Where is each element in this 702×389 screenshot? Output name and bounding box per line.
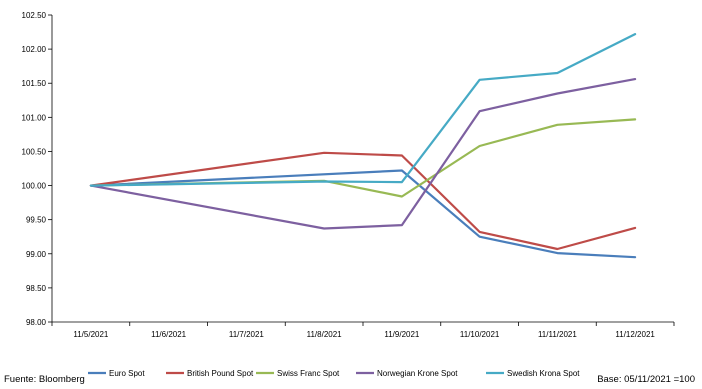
y-tick-label: 100.00 (22, 182, 47, 191)
x-tick-label: 11/7/2021 (229, 330, 265, 339)
legend-item-british-pound-spot: British Pound Spot (166, 369, 254, 378)
x-axis-tick-labels: 11/5/2021 11/6/2021 11/7/2021 11/8/2021 11/9… (73, 330, 655, 339)
y-tick-label: 102.00 (22, 45, 47, 54)
x-tick-label: 11/9/2021 (384, 330, 420, 339)
y-tick-label: 101.50 (22, 79, 47, 88)
x-tick-label: 11/10/2021 (460, 330, 500, 339)
y-axis-tick-labels: 98.00 98.50 99.00 99.50 100.00 100.50 101.00 10… (22, 11, 47, 327)
series-lines (89, 32, 637, 259)
series-line-swedish-krona-spot (89, 32, 637, 187)
legend-item-swiss-franc-spot: Swiss Franc Spot (256, 369, 340, 378)
x-tick-label: 11/11/2021 (538, 330, 577, 339)
legend-item-norwegian-krone-spot: Norwegian Krone Spot (356, 369, 458, 378)
chart-axes (48, 14, 675, 326)
base-note: Base: 05/11/2021 =100 (597, 374, 695, 385)
x-tick-label: 11/12/2021 (615, 330, 655, 339)
y-tick-label: 99.50 (26, 216, 47, 225)
legend-item-euro-spot: Euro Spot (88, 369, 145, 378)
y-tick-label: 102.50 (22, 11, 47, 20)
legend-label: Swiss Franc Spot (277, 369, 340, 378)
x-tick-label: 11/5/2021 (73, 330, 109, 339)
source-note: Fuente: Bloomberg (4, 374, 85, 385)
y-tick-label: 100.50 (22, 147, 47, 156)
y-tick-label: 101.00 (22, 113, 47, 122)
legend-item-swedish-krona-spot: Swedish Krona Spot (486, 369, 580, 378)
legend-label: British Pound Spot (187, 369, 254, 378)
x-tick-label: 11/6/2021 (151, 330, 187, 339)
series-line-norwegian-krone-spot (89, 77, 637, 230)
y-tick-label: 98.00 (26, 318, 47, 327)
legend-label: Swedish Krona Spot (507, 369, 580, 378)
chart-legend: Euro Spot British Pound Spot Swiss Franc S… (88, 369, 580, 378)
y-tick-label: 99.00 (26, 250, 47, 259)
series-line-euro-spot (89, 169, 637, 259)
legend-label: Euro Spot (109, 369, 145, 378)
series-line-british-pound-spot (89, 151, 637, 251)
y-tick-label: 98.50 (26, 284, 47, 293)
legend-label: Norwegian Krone Spot (377, 369, 458, 378)
x-tick-label: 11/8/2021 (307, 330, 343, 339)
